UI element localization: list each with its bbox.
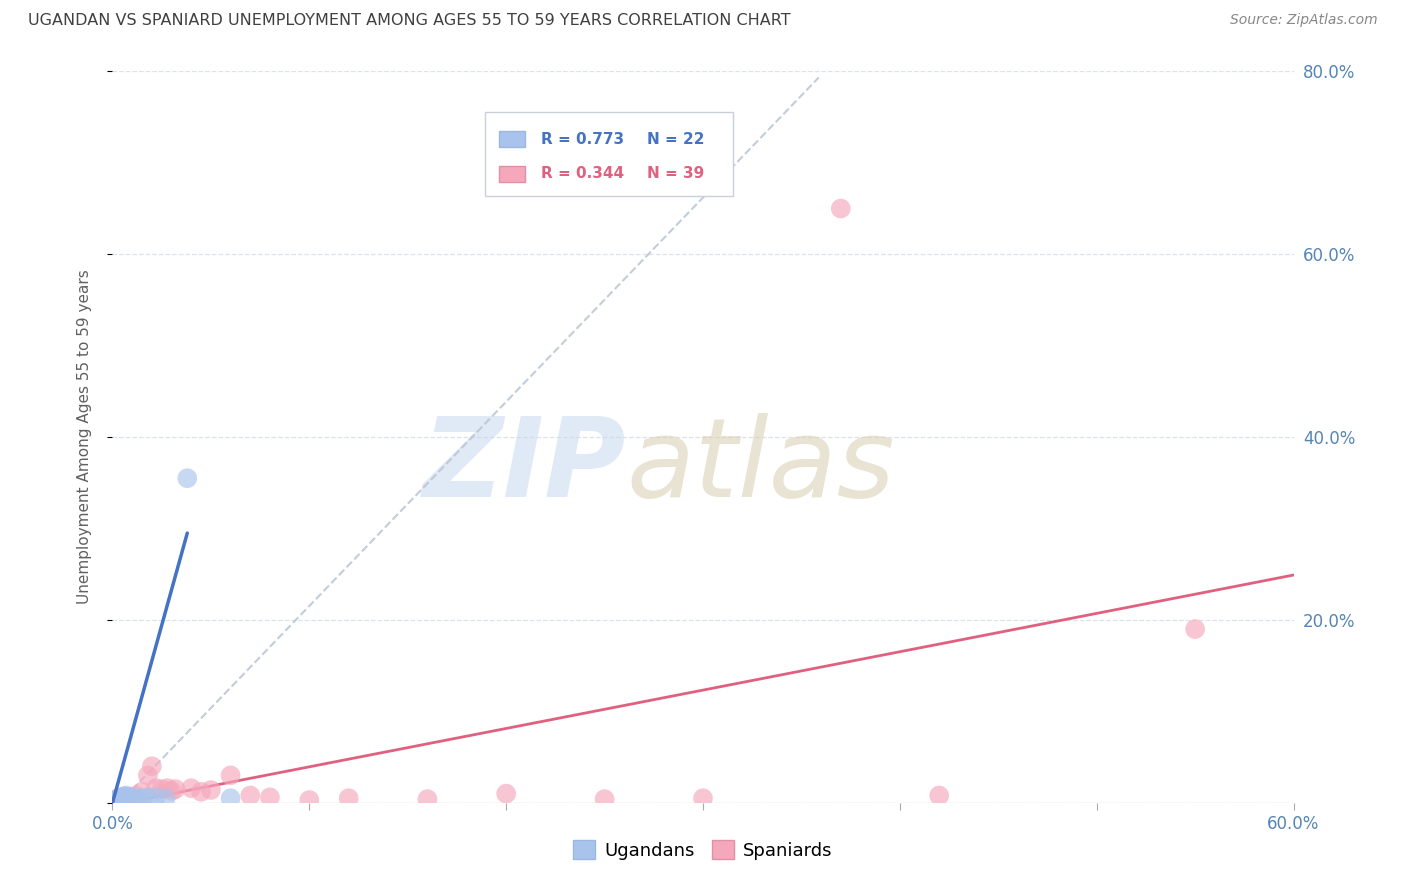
Ugandans [155,791,177,805]
Ugandans [110,793,132,807]
Spaniards [298,793,321,807]
Spaniards [692,791,714,805]
Spaniards [190,785,212,799]
Ugandans [112,793,135,807]
FancyBboxPatch shape [499,131,524,147]
Text: N = 39: N = 39 [648,166,704,181]
Spaniards [110,790,132,805]
Spaniards [180,781,202,796]
Text: atlas: atlas [626,413,894,520]
Spaniards [105,792,128,806]
Spaniards [105,794,128,808]
Spaniards [117,792,139,806]
Spaniards [131,785,153,799]
Spaniards [219,768,242,782]
Ugandans [107,792,129,806]
Spaniards [928,789,950,803]
Spaniards [156,781,179,796]
Spaniards [145,781,167,796]
Ugandans [136,790,159,805]
Spaniards [110,792,132,806]
Spaniards [111,793,134,807]
Spaniards [120,790,142,805]
Spaniards [150,782,173,797]
Spaniards [115,791,138,805]
Text: R = 0.773: R = 0.773 [541,132,624,147]
FancyBboxPatch shape [485,112,733,195]
Spaniards [337,791,360,805]
Ugandans [176,471,198,485]
FancyBboxPatch shape [499,166,524,182]
Legend: Ugandans, Spaniards: Ugandans, Spaniards [567,833,839,867]
Spaniards [141,759,163,773]
Spaniards [200,783,222,797]
Text: N = 22: N = 22 [648,132,704,147]
Spaniards [121,791,143,805]
Ugandans [112,789,135,804]
Text: ZIP: ZIP [423,413,626,520]
Spaniards [1184,622,1206,636]
Ugandans [131,791,153,805]
Spaniards [107,793,129,807]
Spaniards [112,792,135,806]
Spaniards [160,784,183,798]
Ugandans [121,791,143,805]
Spaniards [165,782,187,797]
Y-axis label: Unemployment Among Ages 55 to 59 years: Unemployment Among Ages 55 to 59 years [77,269,91,605]
Spaniards [593,792,616,806]
Spaniards [111,791,134,805]
Ugandans [105,793,128,807]
Ugandans [127,791,149,805]
Spaniards [136,768,159,782]
Spaniards [416,792,439,806]
Spaniards [239,789,262,803]
Ugandans [115,791,138,805]
Text: UGANDAN VS SPANIARD UNEMPLOYMENT AMONG AGES 55 TO 59 YEARS CORRELATION CHART: UGANDAN VS SPANIARD UNEMPLOYMENT AMONG A… [28,13,790,29]
Ugandans [117,792,139,806]
Spaniards [103,793,125,807]
Ugandans [122,792,145,806]
Spaniards [259,790,281,805]
Ugandans [110,791,132,805]
Ugandans [111,792,134,806]
Ugandans [111,790,134,805]
Text: R = 0.344: R = 0.344 [541,166,624,181]
Spaniards [112,789,135,804]
Ugandans [107,794,129,808]
Ugandans [115,789,138,803]
Spaniards [125,789,148,803]
Spaniards [495,787,517,801]
Ugandans [219,791,242,805]
Text: Source: ZipAtlas.com: Source: ZipAtlas.com [1230,13,1378,28]
Spaniards [107,791,129,805]
Ugandans [120,790,142,805]
Spaniards [830,202,852,216]
Ugandans [145,790,167,805]
